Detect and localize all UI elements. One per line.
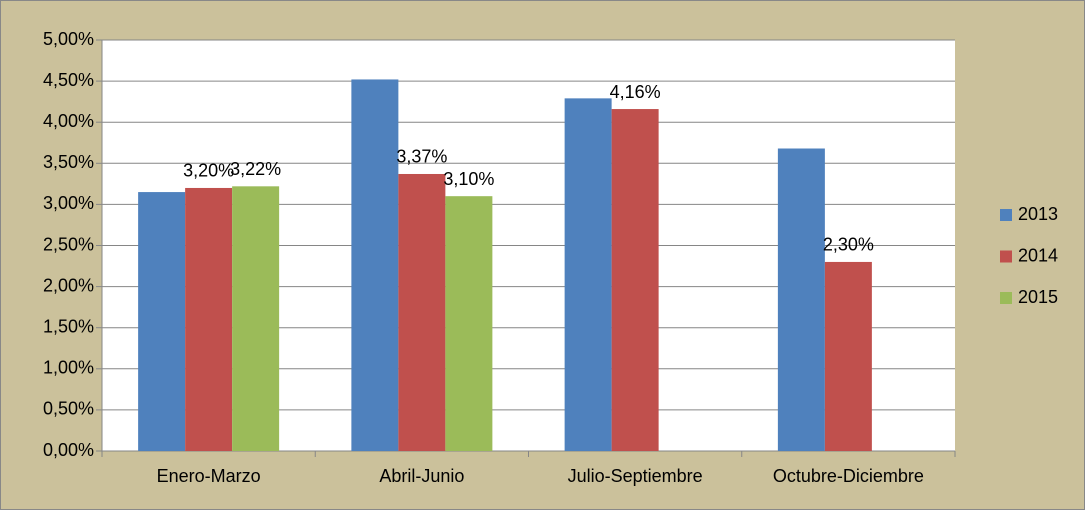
y-tick-label: 2,00% [43, 275, 94, 295]
x-tick-label: Enero-Marzo [157, 466, 261, 486]
x-tick-label: Abril-Junio [379, 466, 464, 486]
bar [445, 196, 493, 451]
y-tick-label: 1,00% [43, 358, 94, 378]
data-label: 2,30% [823, 235, 874, 255]
bar [777, 148, 825, 451]
x-tick-label: Julio-Septiembre [568, 466, 703, 486]
y-tick-label: 0,50% [43, 399, 94, 419]
y-tick-label: 3,50% [43, 152, 94, 172]
data-label: 3,37% [396, 147, 447, 167]
x-tick-label: Octubre-Diciembre [773, 466, 924, 486]
bar [824, 261, 872, 451]
y-tick-label: 1,50% [43, 316, 94, 336]
y-tick-label: 2,50% [43, 234, 94, 254]
y-tick-label: 0,00% [43, 440, 94, 460]
y-tick-label: 5,00% [43, 29, 94, 49]
legend-swatch [1000, 209, 1012, 221]
bar [351, 79, 399, 452]
bar [138, 192, 186, 451]
bar [185, 187, 233, 451]
y-tick-label: 4,00% [43, 111, 94, 131]
legend-label: 2014 [1018, 245, 1058, 265]
bar [398, 173, 446, 451]
data-label: 3,20% [183, 161, 234, 181]
bar [611, 109, 659, 451]
legend-label: 2013 [1018, 204, 1058, 224]
y-tick-label: 3,00% [43, 193, 94, 213]
y-tick-label: 4,50% [43, 70, 94, 90]
bar [232, 186, 280, 452]
data-label: 3,22% [230, 159, 281, 179]
legend-swatch [1000, 250, 1012, 263]
bar [564, 98, 612, 451]
legend-label: 2015 [1018, 287, 1058, 307]
data-label: 3,10% [443, 169, 494, 189]
data-label: 4,16% [610, 82, 661, 102]
legend-swatch [1000, 292, 1012, 304]
